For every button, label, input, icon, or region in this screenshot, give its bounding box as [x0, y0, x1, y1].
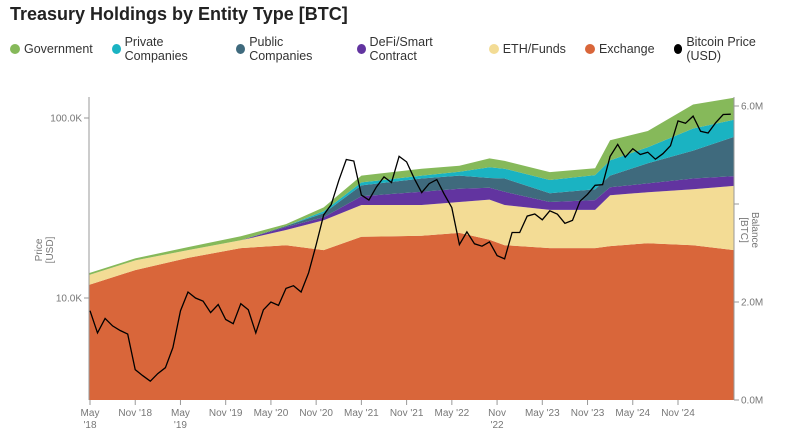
legend-dot-icon: [236, 44, 246, 54]
legend-label: Bitcoin Price (USD): [686, 35, 756, 63]
area-exchange: [89, 232, 734, 400]
x-tick-label: May: [81, 408, 100, 419]
legend-label: Public Companies: [249, 35, 313, 63]
x-tick-label: Nov '19: [209, 408, 243, 419]
area-eth-funds: [89, 185, 734, 285]
legend-label: DeFi/Smart Contract: [369, 35, 433, 63]
legend-dot-icon: [356, 44, 366, 54]
legend-item-eth-funds[interactable]: ETH/Funds: [488, 35, 566, 63]
legend-label: Exchange: [598, 42, 655, 56]
legend-item-defi-smart-contract[interactable]: DeFi/Smart Contract: [356, 35, 470, 63]
x-tick-label: Nov '23: [571, 408, 605, 419]
right-tick-label: 6.0M: [741, 102, 763, 113]
x-tick-label: '19: [174, 420, 187, 431]
x-tick-label: May '20: [254, 408, 289, 419]
right-tick-label: 2.0M: [741, 298, 763, 309]
legend-item-private-companies[interactable]: Private Companies: [111, 35, 218, 63]
x-tick-label: Nov '24: [661, 408, 695, 419]
right-tick-label: 0.0M: [741, 396, 763, 407]
y-left-title: Price[USD]: [34, 236, 56, 263]
x-tick-label: '22: [491, 420, 504, 431]
left-tick-label: 10.0K: [56, 294, 82, 305]
x-tick-label: Nov: [488, 408, 506, 419]
x-tick-label: May '21: [344, 408, 379, 419]
legend-item-public-companies[interactable]: Public Companies: [236, 35, 337, 63]
legend-item-government[interactable]: Government: [10, 35, 93, 63]
x-tick-label: May '23: [525, 408, 560, 419]
legend: Government Private Companies Public Compan…: [10, 35, 800, 63]
price-line: [89, 113, 731, 383]
legend-dot-icon: [584, 44, 595, 54]
legend-dot-icon: [673, 44, 683, 54]
legend-dot-icon: [488, 44, 499, 54]
x-tick-label: Nov '21: [390, 408, 424, 419]
x-tick-label: May '22: [434, 408, 469, 419]
area-defi-smart-contract: [89, 176, 734, 275]
legend-label: Private Companies: [124, 35, 188, 63]
legend-dot-icon: [10, 44, 20, 54]
x-tick-label: Nov '20: [299, 408, 333, 419]
x-tick-label: May: [171, 408, 190, 419]
x-tick-label: Nov '18: [118, 408, 152, 419]
x-tick-label: May '24: [615, 408, 650, 419]
legend-item-exchange[interactable]: Exchange: [584, 35, 655, 63]
y-right-title: Balance[BTC]: [738, 212, 760, 249]
legend-label: Government: [24, 42, 93, 56]
left-tick-label: 100.0K: [50, 114, 82, 125]
x-tick-label: '18: [83, 420, 96, 431]
legend-dot-icon: [111, 44, 121, 54]
chart-title: Treasury Holdings by Entity Type [BTC]: [10, 4, 348, 24]
legend-item-bitcoin-price-usd-[interactable]: Bitcoin Price (USD): [673, 35, 781, 63]
legend-label: ETH/Funds: [502, 42, 566, 56]
